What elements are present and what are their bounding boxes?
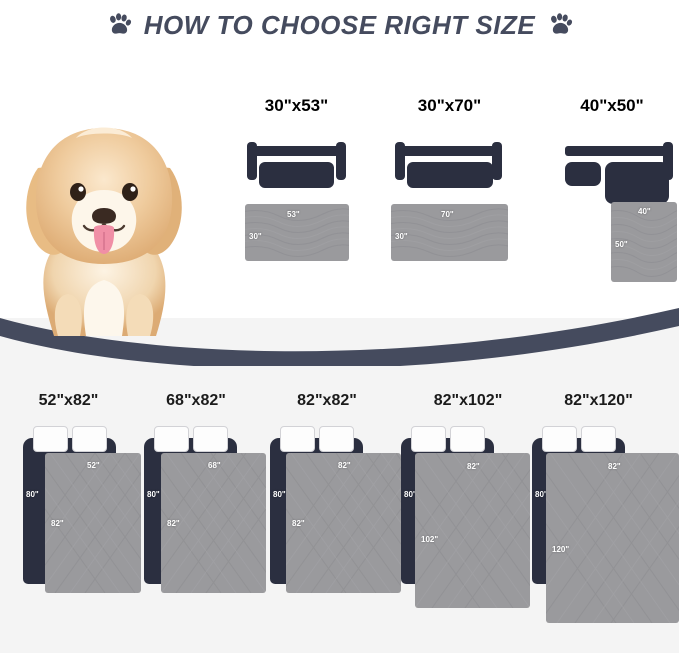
pillow [193, 426, 228, 452]
pillow [542, 426, 577, 452]
dog-photo [26, 127, 182, 336]
pad-width-dim: 82" [338, 461, 351, 470]
pillow [154, 426, 189, 452]
bed-length-dim: 80" [535, 490, 548, 499]
size-label: 30"x70" [417, 96, 482, 115]
bed-length-dim: 80" [26, 490, 39, 499]
pad-shape: 52" 82" [45, 453, 141, 593]
pad-shape: 82" 120" [546, 453, 679, 623]
size-label: 52"x82" [38, 392, 99, 409]
bed-length-dim: 80" [273, 490, 286, 499]
pad-width-dim: 82" [608, 462, 621, 471]
pad-shape: 68" 82" [161, 453, 266, 593]
paw-print-icon [109, 13, 131, 34]
pillow [411, 426, 446, 452]
size-option-sofa-2[interactable]: 30"x70" 70" 30" [383, 96, 516, 276]
size-option-bed-3[interactable]: 82"x82" 60" 80" 82" 82" [253, 392, 401, 602]
bed-length-dim: 80" [147, 490, 160, 499]
pad-length-dim: 82" [292, 519, 305, 528]
chaise-sofa-icon [565, 142, 673, 204]
pad-width-dim: 40" [638, 207, 651, 216]
pad-width-dim: 82" [467, 462, 480, 471]
pad-shape: 82" 82" [286, 453, 401, 593]
size-option-bed-5[interactable]: 82"x120" 60" 80" 82" 120" [518, 392, 679, 627]
size-option-sofa-3[interactable]: 40"x50" 40" 50" [545, 96, 679, 291]
size-option-bed-4[interactable]: 82"x102" 60" 80" 82" 102" [388, 392, 548, 617]
pad-shape: 70" 30" [391, 204, 508, 261]
bed-length-dim: 80" [404, 490, 417, 499]
size-option-bed-2[interactable]: 68"x82" 60" 80" 68" 82" [126, 392, 266, 602]
size-label: 82"x120" [564, 392, 633, 409]
size-option-bed-1[interactable]: 52"x82" 60" 80" 52" 82" [2, 392, 141, 602]
pillow [33, 426, 68, 452]
pad-width-dim: 68" [208, 461, 221, 470]
pad-depth-dim: 30" [395, 232, 408, 241]
pillow [72, 426, 107, 452]
pad-length-dim: 102" [421, 535, 439, 544]
pad-shape: 53" 30" [245, 204, 349, 261]
pad-shape: 82" 102" [415, 453, 530, 608]
pad-depth-dim: 30" [249, 232, 262, 241]
size-label: 68"x82" [166, 392, 226, 409]
size-label: 82"x82" [297, 392, 357, 409]
sofa-icon [395, 142, 502, 188]
page-title: HOW TO CHOOSE RIGHT SIZE [143, 9, 536, 40]
size-label: 40"x50" [580, 96, 644, 115]
sofa-icon [247, 142, 346, 188]
pad-depth-dim: 50" [615, 240, 628, 249]
pad-length-dim: 82" [167, 519, 180, 528]
pillow [319, 426, 354, 452]
pad-width-dim: 70" [441, 210, 454, 219]
pad-length-dim: 82" [51, 519, 64, 528]
page-title-bar: HOW TO CHOOSE RIGHT SIZE [0, 4, 679, 46]
wave-divider [0, 308, 679, 366]
pad-length-dim: 120" [552, 545, 570, 554]
size-label: 82"x102" [433, 392, 503, 409]
pad-width-dim: 53" [287, 210, 300, 219]
pillow [581, 426, 616, 452]
pillow [450, 426, 485, 452]
size-label: 30"x53" [264, 96, 329, 115]
size-option-sofa-1[interactable]: 30"x53" 53" 30" [233, 96, 360, 276]
pillow [280, 426, 315, 452]
pad-shape: 40" 50" [611, 202, 677, 282]
pad-width-dim: 52" [87, 461, 100, 470]
paw-print-icon [551, 13, 573, 34]
